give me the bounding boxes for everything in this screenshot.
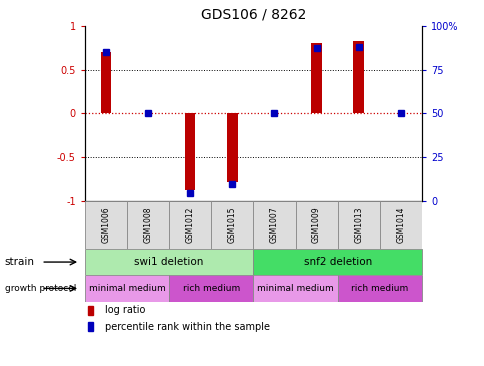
Bar [127,201,169,249]
Text: strain: strain [5,257,35,267]
Bar [85,249,253,275]
Bar [353,41,363,113]
Text: GSM1014: GSM1014 [395,207,405,243]
Text: rich medium: rich medium [350,284,408,293]
Text: percentile rank within the sample: percentile rank within the sample [105,322,270,332]
Text: GSM1015: GSM1015 [227,207,236,243]
Text: GSM1006: GSM1006 [101,207,110,243]
Text: snf2 deletion: snf2 deletion [303,257,371,267]
Bar [88,322,93,331]
Text: rich medium: rich medium [182,284,240,293]
Bar [211,201,253,249]
Bar [337,201,379,249]
Text: GSM1008: GSM1008 [143,207,152,243]
Bar [169,201,211,249]
Bar [184,113,195,190]
Text: minimal medium: minimal medium [89,284,165,293]
Text: growth protocol: growth protocol [5,284,76,293]
Text: GSM1007: GSM1007 [270,207,278,243]
Text: GSM1013: GSM1013 [353,207,363,243]
Bar [311,43,321,113]
Title: GDS106 / 8262: GDS106 / 8262 [200,8,305,22]
Bar [379,201,421,249]
Bar [253,275,337,302]
Bar [337,275,421,302]
Text: GSM1012: GSM1012 [185,207,194,243]
Bar [85,201,127,249]
Bar [169,275,253,302]
Bar [295,201,337,249]
Bar [101,52,111,113]
Bar [253,249,421,275]
Text: swi1 deletion: swi1 deletion [134,257,203,267]
Bar [253,201,295,249]
Text: GSM1009: GSM1009 [312,207,320,243]
Bar [88,306,93,315]
Bar [85,275,169,302]
Bar [227,113,237,182]
Text: log ratio: log ratio [105,305,145,315]
Text: minimal medium: minimal medium [257,284,333,293]
